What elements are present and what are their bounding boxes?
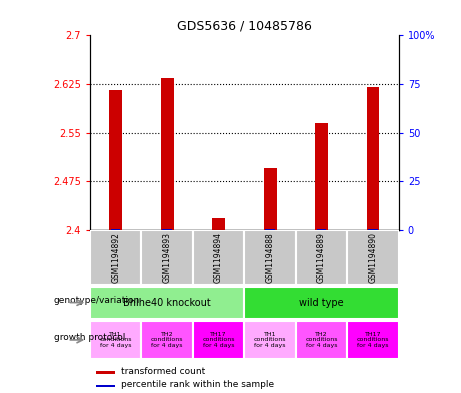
Text: TH2
conditions
for 4 days: TH2 conditions for 4 days bbox=[305, 332, 338, 348]
Bar bbox=[96, 385, 115, 387]
Text: TH2
conditions
for 4 days: TH2 conditions for 4 days bbox=[151, 332, 183, 348]
Text: wild type: wild type bbox=[299, 298, 344, 308]
Bar bbox=[347, 321, 399, 359]
Text: TH17
conditions
for 4 days: TH17 conditions for 4 days bbox=[202, 332, 235, 348]
Bar bbox=[315, 123, 328, 230]
Title: GDS5636 / 10485786: GDS5636 / 10485786 bbox=[177, 20, 312, 33]
Text: transformed count: transformed count bbox=[121, 367, 205, 376]
Bar bbox=[96, 371, 115, 374]
Bar bbox=[90, 321, 142, 359]
Bar bbox=[296, 321, 347, 359]
Text: percentile rank within the sample: percentile rank within the sample bbox=[121, 380, 274, 389]
Bar bbox=[90, 287, 244, 318]
Bar bbox=[212, 218, 225, 230]
Text: GSM1194893: GSM1194893 bbox=[163, 232, 171, 283]
Text: GSM1194892: GSM1194892 bbox=[111, 232, 120, 283]
Text: growth protocol: growth protocol bbox=[54, 334, 125, 342]
Text: GSM1194888: GSM1194888 bbox=[266, 232, 275, 283]
Text: GSM1194894: GSM1194894 bbox=[214, 232, 223, 283]
Text: genotype/variation: genotype/variation bbox=[54, 296, 140, 305]
Bar bbox=[244, 321, 296, 359]
Bar bbox=[244, 287, 399, 318]
Bar bbox=[90, 230, 142, 285]
Bar bbox=[366, 87, 379, 230]
Text: TH1
conditions
for 4 days: TH1 conditions for 4 days bbox=[254, 332, 286, 348]
Text: TH17
conditions
for 4 days: TH17 conditions for 4 days bbox=[357, 332, 389, 348]
Bar bbox=[161, 77, 173, 230]
Bar bbox=[296, 230, 347, 285]
Text: TH1
conditions
for 4 days: TH1 conditions for 4 days bbox=[100, 332, 132, 348]
Bar bbox=[193, 230, 244, 285]
Text: Bhlhe40 knockout: Bhlhe40 knockout bbox=[123, 298, 211, 308]
Bar bbox=[109, 90, 122, 230]
Bar bbox=[264, 168, 277, 230]
Bar bbox=[142, 321, 193, 359]
Bar bbox=[244, 230, 296, 285]
Bar bbox=[193, 321, 244, 359]
Bar bbox=[347, 230, 399, 285]
Bar bbox=[142, 230, 193, 285]
Text: GSM1194889: GSM1194889 bbox=[317, 232, 326, 283]
Text: GSM1194890: GSM1194890 bbox=[368, 232, 378, 283]
